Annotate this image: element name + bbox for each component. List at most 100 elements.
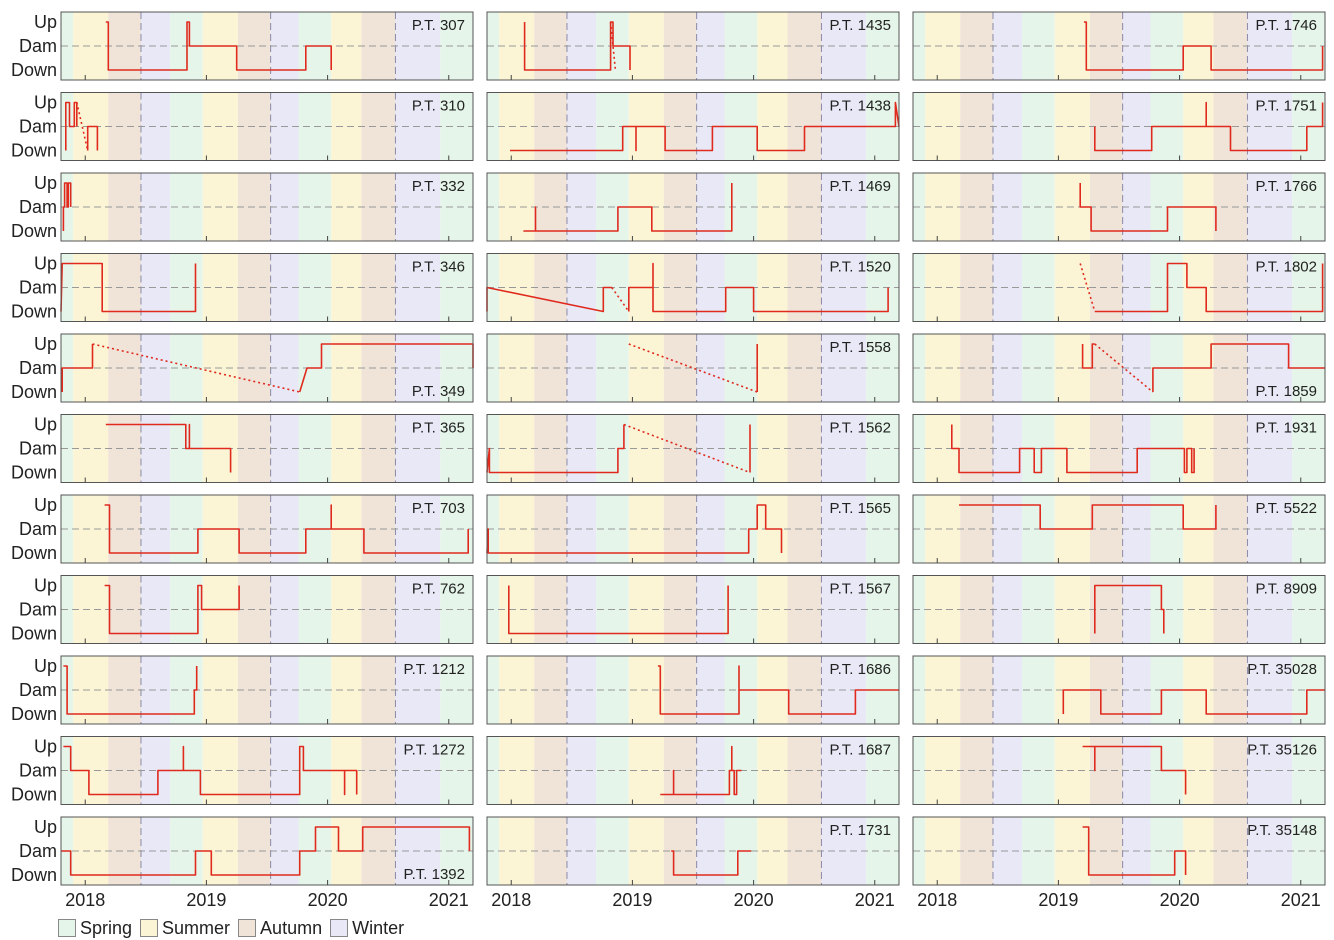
season-band [1213, 414, 1248, 483]
panel-1746: P.T. 1746 [912, 11, 1326, 81]
movement-line [1082, 745, 1187, 795]
panel-1562: P.T. 1562 [486, 414, 900, 483]
movement-line [1152, 343, 1325, 392]
panel-label: P.T. 307 [412, 17, 465, 34]
panel-frame [912, 253, 1326, 322]
panel-label: P.T. 1567 [830, 581, 891, 598]
panel-label: P.T. 1469 [830, 178, 891, 195]
season-band [440, 253, 473, 322]
y-tick-label: Down [11, 302, 57, 322]
panel-frame [60, 172, 474, 242]
y-tick-label: Up [34, 817, 57, 837]
panel-label: P.T. 35126 [1247, 742, 1317, 759]
y-tick-label: Dam [19, 439, 57, 459]
x-tick-label: 2020 [308, 890, 348, 910]
season-band [534, 12, 567, 80]
x-tick-label: 2019 [186, 890, 226, 910]
panel-1438: P.T. 1438 [486, 92, 900, 161]
season-band [787, 575, 822, 644]
panel-1859: P.T. 1859 [912, 333, 1326, 403]
panel-frame [60, 414, 474, 483]
panel-label: P.T. 1687 [830, 742, 891, 759]
movement-line [86, 125, 99, 151]
panel-frame [60, 92, 474, 161]
legend-swatch [140, 919, 159, 937]
panel-frame [912, 655, 1326, 725]
season-band [787, 414, 822, 483]
movement-line [104, 504, 470, 554]
y-tick-label: Down [11, 382, 57, 402]
x-tick-label: 2021 [429, 890, 469, 910]
season-band [960, 173, 993, 241]
panel-frame [486, 333, 900, 403]
y-tick-label: Dam [19, 841, 57, 861]
season-band [440, 334, 473, 402]
season-band [361, 414, 396, 483]
y-tick-label: Up [34, 415, 57, 435]
movement-line [523, 21, 631, 71]
movement-line [105, 21, 333, 71]
panel-label: P.T. 1565 [830, 500, 891, 517]
panel-frame [486, 575, 900, 644]
movement-line [1079, 183, 1217, 232]
legend-item-summer: Summer [140, 918, 230, 939]
season-band [331, 92, 362, 161]
panel-label: P.T. 1392 [404, 866, 465, 883]
panel-1686: P.T. 1686 [486, 655, 900, 725]
movement-line [507, 585, 729, 635]
season-band [1213, 817, 1248, 885]
season-band [960, 92, 993, 161]
season-band [866, 414, 899, 483]
season-band [866, 253, 899, 322]
legend-label: Winter [352, 917, 405, 938]
y-tick-label: Dam [19, 600, 57, 620]
panel-35028: P.T. 35028 [912, 655, 1326, 725]
panel-label: P.T. 35148 [1247, 822, 1317, 839]
panel-frame [912, 92, 1326, 161]
panel-8909: P.T. 8909 [912, 575, 1326, 644]
panel-label: P.T. 1520 [830, 259, 891, 276]
season-band [108, 736, 141, 805]
movement-line [486, 504, 783, 554]
movement-line [950, 424, 1195, 474]
season-band [331, 12, 362, 80]
panel-frame [486, 414, 900, 483]
season-band [534, 575, 567, 644]
movement-line [105, 423, 232, 473]
panel-frame [60, 655, 474, 725]
panel-label: P.T. 1766 [1256, 178, 1317, 195]
season-band [361, 575, 396, 644]
season-band [331, 173, 362, 241]
legend-swatch [330, 919, 349, 937]
season-band [1213, 253, 1248, 322]
panel-label: P.T. 346 [412, 259, 465, 276]
y-tick-label: Dam [19, 197, 57, 217]
season-band [960, 817, 993, 885]
season-band [440, 575, 473, 644]
panel-frame [912, 414, 1326, 483]
panel-frame [912, 172, 1326, 242]
y-tick-label: Up [34, 576, 57, 596]
season-band [108, 817, 141, 885]
x-tick-label: 2019 [612, 890, 652, 910]
y-tick-label: Up [34, 12, 57, 32]
panel-307: P.T. 307 Up Dam Down [11, 11, 474, 81]
season-band [1213, 575, 1248, 644]
season-band [1183, 575, 1214, 644]
movement-line [660, 745, 742, 796]
panel-label: P.T. 1438 [830, 98, 891, 115]
season-band [960, 656, 993, 724]
panel-frame [60, 333, 474, 403]
panel-label: P.T. 1931 [1256, 420, 1317, 437]
panel-1766: P.T. 1766 [912, 172, 1326, 242]
panel-1751: P.T. 1751 [912, 92, 1326, 161]
x-tick-label: 2018 [917, 890, 957, 910]
movement-line [1083, 21, 1324, 71]
season-band [108, 414, 141, 483]
season-band [361, 92, 396, 161]
panel-label: P.T. 349 [412, 383, 465, 400]
movement-line [1094, 584, 1165, 634]
y-tick-label: Dam [19, 680, 57, 700]
movement-dotted-line [609, 21, 617, 71]
legend-swatch [238, 919, 257, 937]
